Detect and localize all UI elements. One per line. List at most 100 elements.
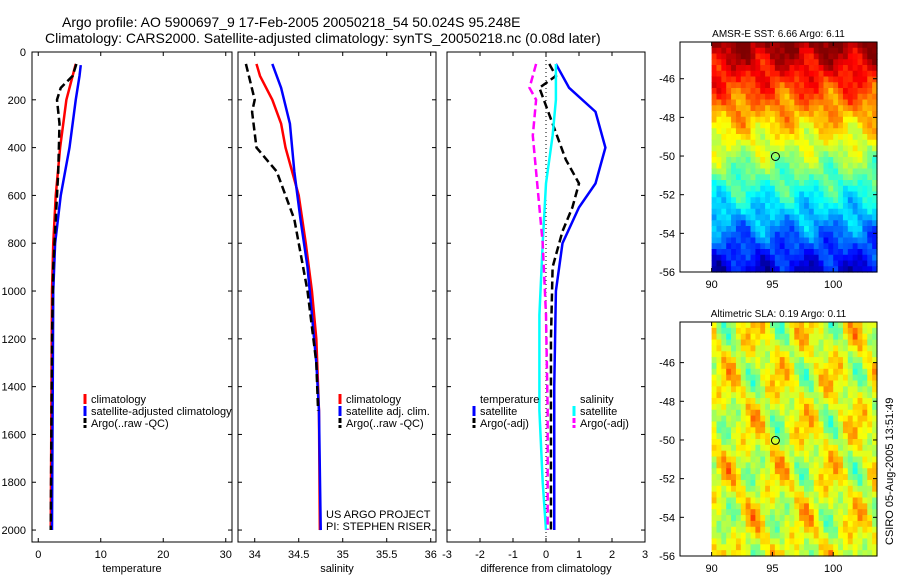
map-cell (740, 544, 747, 551)
map-cell (779, 226, 786, 233)
map-cell (711, 497, 718, 504)
map-cell (847, 128, 854, 135)
x-tick-label: 95 (766, 563, 778, 575)
map-cell (721, 260, 727, 267)
map-cell (847, 151, 854, 158)
map-cell (823, 368, 829, 376)
map-cell (823, 237, 829, 244)
map-cell (774, 76, 781, 83)
map-cell (867, 122, 873, 129)
map-cell (823, 327, 829, 335)
map-cell (862, 509, 868, 516)
map-cell (857, 491, 864, 499)
map-cell (852, 409, 859, 417)
map-cell (726, 333, 732, 341)
map-cell (726, 550, 732, 557)
map-cell (711, 231, 718, 239)
map-cell (818, 88, 825, 95)
map-cell (794, 339, 800, 346)
map-cell (838, 197, 844, 204)
map-cell (842, 76, 849, 83)
map-cell (735, 439, 742, 446)
map-cell (799, 254, 805, 262)
map-cell (857, 105, 864, 112)
map-cell (769, 444, 776, 452)
map-cell (735, 368, 742, 376)
map-cell (804, 88, 810, 95)
map-cell (721, 111, 727, 118)
map-cell (765, 82, 771, 89)
map-cell (740, 134, 747, 141)
map-cell (872, 226, 878, 233)
map-cell (740, 203, 747, 210)
map-cell (808, 82, 815, 89)
map-cell (823, 427, 829, 434)
map-cell (838, 520, 844, 528)
map-cell (823, 479, 829, 487)
map-cell (750, 409, 756, 417)
x-tick-label: 34.5 (288, 549, 309, 561)
map-cell (804, 134, 810, 141)
map-cell (804, 368, 810, 376)
map-cell (823, 139, 829, 147)
map-cell (857, 191, 864, 198)
map-cell (721, 59, 727, 66)
map-cell (755, 415, 761, 423)
plot-frame (237, 51, 437, 543)
y-tick-label: -54 (659, 228, 675, 240)
map-cell (774, 203, 781, 210)
map-cell (779, 111, 786, 118)
y-tick-label: -56 (659, 267, 675, 279)
map-cell (818, 59, 825, 66)
map-cell (740, 345, 747, 352)
map-cell (769, 254, 776, 262)
map-cell (857, 88, 864, 95)
map-cell (852, 237, 859, 244)
map-cell (769, 180, 776, 187)
profile-panel-1: 0 10 20 30020040060080010001200140016001800… (2, 47, 233, 575)
map-cell (750, 226, 756, 233)
map-cell (784, 374, 791, 382)
map-cell (828, 538, 834, 545)
map-cell (779, 220, 786, 227)
map-cell (735, 157, 742, 164)
map-cell (711, 491, 718, 499)
legend-label: Argo(..raw -QC) (346, 418, 424, 430)
map-cell (833, 398, 839, 405)
map-cell (818, 105, 825, 112)
map-cell (750, 42, 756, 49)
map-cell (828, 226, 834, 233)
map-cell (857, 47, 864, 55)
map-cell (852, 93, 859, 101)
map-cell (711, 322, 718, 329)
map-cell (769, 243, 776, 250)
map-cell (838, 456, 844, 463)
map-cell (794, 515, 800, 522)
map-cell (784, 392, 791, 399)
map-cell (784, 491, 791, 499)
map-cell (721, 427, 727, 434)
map-cell (716, 99, 722, 106)
map-cell (823, 231, 829, 239)
map-cell (842, 368, 849, 376)
map-cell (847, 520, 854, 528)
map-cell (745, 462, 752, 469)
map-cell (760, 362, 766, 370)
map-cell (716, 116, 722, 124)
map-cell (765, 145, 771, 152)
map-cell (740, 526, 747, 534)
map-cell (779, 122, 786, 129)
map-cell (765, 59, 771, 66)
map-cell (799, 139, 805, 147)
map-cell (774, 82, 781, 89)
map-cell (818, 456, 825, 463)
map-cell (808, 386, 815, 393)
map-cell (808, 180, 815, 187)
map-cell (735, 70, 742, 78)
map-cell (711, 139, 718, 147)
map-cell (726, 82, 732, 89)
map-cell (779, 392, 786, 399)
map-cell (716, 532, 722, 540)
map-cell (755, 99, 761, 106)
map-cell (765, 65, 771, 72)
